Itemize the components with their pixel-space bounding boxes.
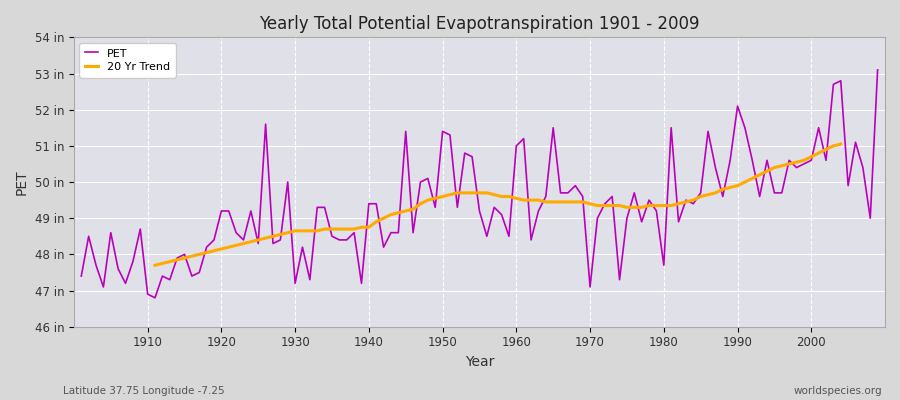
Legend: PET, 20 Yr Trend: PET, 20 Yr Trend [79,43,176,78]
PET [149,295,160,300]
PET [607,194,617,199]
20 Yr Trend [149,263,160,268]
PET [76,274,86,278]
X-axis label: Year: Year [464,355,494,369]
Line: PET: PET [81,70,878,298]
20 Yr Trend [666,203,677,208]
20 Yr Trend [835,142,846,146]
20 Yr Trend [437,194,448,199]
PET [872,68,883,72]
PET [348,230,359,235]
20 Yr Trend [267,234,278,239]
20 Yr Trend [562,200,573,204]
Text: worldspecies.org: worldspecies.org [794,386,882,396]
20 Yr Trend [327,227,338,232]
PET [304,277,315,282]
PET [518,136,529,141]
PET [135,227,146,232]
Text: Latitude 37.75 Longitude -7.25: Latitude 37.75 Longitude -7.25 [63,386,225,396]
Line: 20 Yr Trend: 20 Yr Trend [155,144,841,265]
20 Yr Trend [415,201,426,206]
PET [511,144,522,148]
Title: Yearly Total Potential Evapotranspiration 1901 - 2009: Yearly Total Potential Evapotranspiratio… [259,15,699,33]
Y-axis label: PET: PET [15,169,29,195]
